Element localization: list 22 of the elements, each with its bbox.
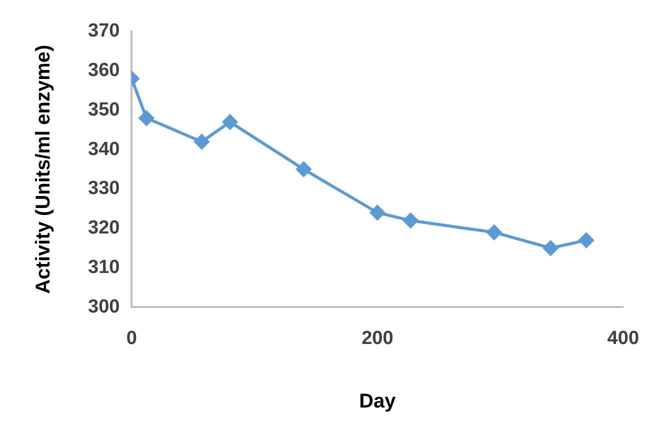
x-tick-label: 0 (126, 328, 137, 349)
y-tick-label: 320 (88, 218, 120, 239)
y-tick-label: 340 (88, 138, 120, 160)
point (296, 162, 312, 177)
point (138, 110, 154, 126)
x-axis-title: Day (359, 390, 397, 413)
point (543, 240, 558, 256)
y-tick-label: 310 (88, 257, 120, 278)
point (194, 134, 210, 150)
point (370, 205, 385, 220)
x-tick-label: 200 (362, 328, 394, 349)
point (222, 114, 238, 130)
y-tick-label: 300 (88, 296, 120, 318)
y-tick-label: 360 (88, 60, 120, 82)
y-axis-title: Activity (Units/ml enzyme) (32, 44, 55, 294)
point (578, 232, 594, 248)
point (486, 224, 502, 240)
y-tick-label: 350 (88, 99, 120, 120)
x-tick-label: 400 (607, 328, 639, 349)
y-tick-label: 330 (88, 178, 120, 200)
y-tick-label: 370 (88, 20, 120, 42)
point (403, 213, 418, 228)
